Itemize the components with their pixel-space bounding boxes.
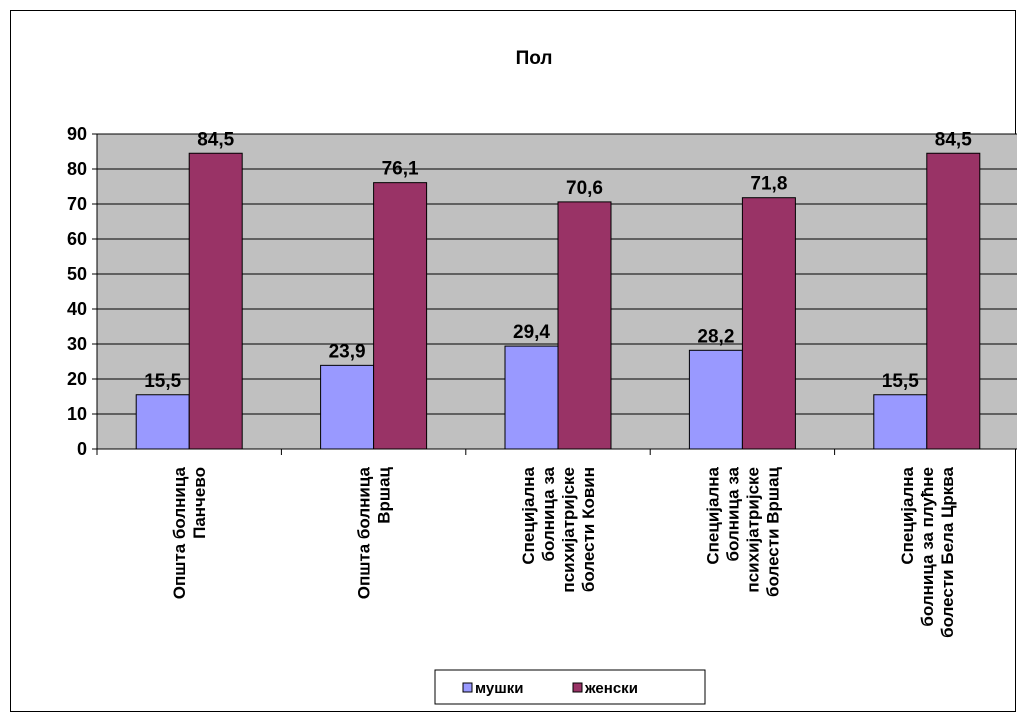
data-label: 70,6 [566,178,603,199]
category-label-line: Општа болница [170,466,189,599]
x-axis [96,448,1017,455]
category-label-line: болница за плућне [918,467,937,627]
y-tick-label: 10 [67,404,87,424]
data-label: 28,2 [697,326,734,347]
y-tick-label: 30 [67,334,87,354]
y-tick-label: 80 [67,159,87,179]
data-label: 84,5 [935,129,972,150]
y-axis: 0 10 20 30 40 50 60 70 80 90 [67,124,98,459]
chart-area: Пол 0 10 20 30 40 50 60 70 80 90 15,5 84,5 23,9 76,1… [10,10,1017,712]
y-tick-label: 0 [77,439,87,459]
bar-female [741,197,796,450]
legend-label-female: женски [584,680,638,697]
category-label-line: Специјална [703,466,722,564]
y-tick-label: 40 [67,299,87,319]
category-label-line: болести Ковин [579,467,598,592]
category-label-line: болести Бела Црква [938,466,957,637]
y-tick-label: 70 [67,194,87,214]
legend-box [434,669,706,705]
category-label-line: Вршац [375,466,394,523]
category-label: Општа болницаВршац [355,466,394,599]
bar-male [504,345,559,450]
category-label-line: психијатријске [559,467,578,593]
y-tick-label: 90 [67,124,87,144]
bars [135,152,981,450]
bar-male [320,364,375,450]
data-labels: 15,5 84,5 23,9 76,1 29,4 70,6 28,2 71,8 15,5 84,5 [144,129,972,392]
category-label: Специјалнаболница запсихијатријскеболест… [703,466,782,597]
y-tick-label: 60 [67,229,87,249]
category-label-line: Специјална [519,466,538,564]
bar-female [926,152,981,450]
category-label-line: болести Вршац [763,466,782,597]
category-labels: Општа болницаПанчево Општа болницаВршац Сп… [170,466,957,637]
legend: мушки женски [434,669,706,705]
category-label-line: болница за [539,466,558,561]
legend-swatch-female [572,682,583,693]
data-label: 15,5 [144,371,181,392]
bar-chart: Пол 0 10 20 30 40 50 60 70 80 90 15,5 84,5 23,9 76,1… [67,48,1017,705]
category-label: Специјалнаболница запсихијатријскеболест… [519,466,598,592]
bar-female [188,152,243,450]
category-label: Специјалнаболница за плућнеболести Бела … [898,466,957,637]
data-label: 15,5 [882,371,919,392]
y-tick-label: 50 [67,264,87,284]
data-label: 84,5 [197,129,234,150]
bar-male [135,394,190,450]
data-label: 29,4 [513,322,550,343]
category-label: Општа болницаПанчево [170,466,209,599]
chart-title: Пол [516,48,553,69]
bar-female [373,182,428,450]
data-label: 76,1 [382,159,419,180]
category-label-line: Општа болница [355,466,374,599]
bar-female [557,201,612,450]
category-label-line: психијатријске [743,467,762,593]
data-label: 23,9 [329,341,366,362]
bar-male [873,394,928,450]
data-label: 71,8 [750,174,787,195]
legend-label-male: мушки [475,680,523,697]
bar-male [688,349,743,450]
category-label-line: Специјална [898,466,917,564]
legend-swatch-male [462,682,473,693]
category-label-line: Панчево [190,467,209,539]
y-tick-label: 20 [67,369,87,389]
category-label-line: болница за [723,466,742,561]
